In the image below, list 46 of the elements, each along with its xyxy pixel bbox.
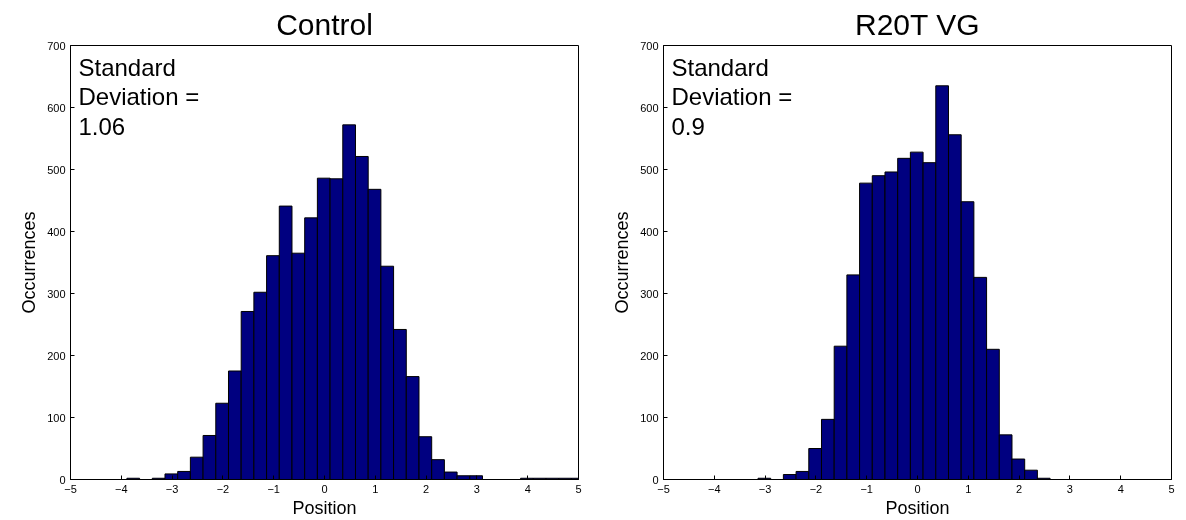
y-tick-label: 600	[47, 101, 66, 114]
x-tick-label: 2	[1016, 482, 1023, 495]
x-tick-label: 5	[575, 482, 582, 495]
y-tick-label: 400	[47, 225, 66, 238]
x-tick-label: −1	[267, 482, 280, 495]
x-tick-label: −1	[860, 482, 873, 495]
y-tick-label: 500	[640, 163, 659, 176]
x-tick-label: 3	[1066, 482, 1073, 495]
y-tick-label: 0	[652, 473, 659, 486]
annotation: Standard Deviation = 0.9	[671, 53, 793, 140]
x-tick-label: 1	[965, 482, 972, 495]
y-tick-label: 700	[640, 39, 659, 52]
x-tick-label: −5	[64, 482, 77, 495]
x-tick-label: 4	[1117, 482, 1124, 495]
x-tick-label: −2	[809, 482, 823, 495]
y-tick-label: 100	[640, 411, 659, 424]
x-axis-title: Position	[292, 497, 357, 518]
y-tick-label: 300	[640, 287, 659, 300]
y-tick-label: 200	[640, 349, 659, 362]
x-axis-title: Position	[885, 497, 950, 518]
chart-title: R20T VG	[854, 7, 980, 41]
y-axis-title: Occurrences	[612, 211, 633, 314]
x-tick-label: 4	[524, 482, 531, 495]
x-tick-label: 1	[372, 482, 379, 495]
x-tick-label: 0	[914, 482, 921, 495]
chart-title: Control	[276, 7, 373, 41]
x-tick-label: −4	[115, 482, 128, 495]
x-tick-label: −4	[708, 482, 721, 495]
x-tick-label: −2	[216, 482, 230, 495]
y-tick-label: 100	[47, 411, 66, 424]
annotation: Standard Deviation = 1.06	[78, 53, 200, 140]
x-tick-label: 5	[1168, 482, 1175, 495]
x-tick-label: −3	[165, 482, 179, 495]
y-tick-label: 200	[47, 349, 66, 362]
y-tick-label: 300	[47, 287, 66, 300]
y-tick-label: 700	[47, 39, 66, 52]
x-tick-label: 0	[321, 482, 328, 495]
y-tick-label: 500	[47, 163, 66, 176]
x-tick-label: 3	[473, 482, 480, 495]
y-tick-label: 400	[640, 225, 659, 238]
y-axis-title: Occurrences	[19, 211, 40, 314]
x-tick-label: −3	[758, 482, 772, 495]
y-tick-label: 0	[59, 473, 66, 486]
x-tick-label: 2	[423, 482, 430, 495]
y-tick-label: 600	[640, 101, 659, 114]
x-tick-label: −5	[657, 482, 670, 495]
